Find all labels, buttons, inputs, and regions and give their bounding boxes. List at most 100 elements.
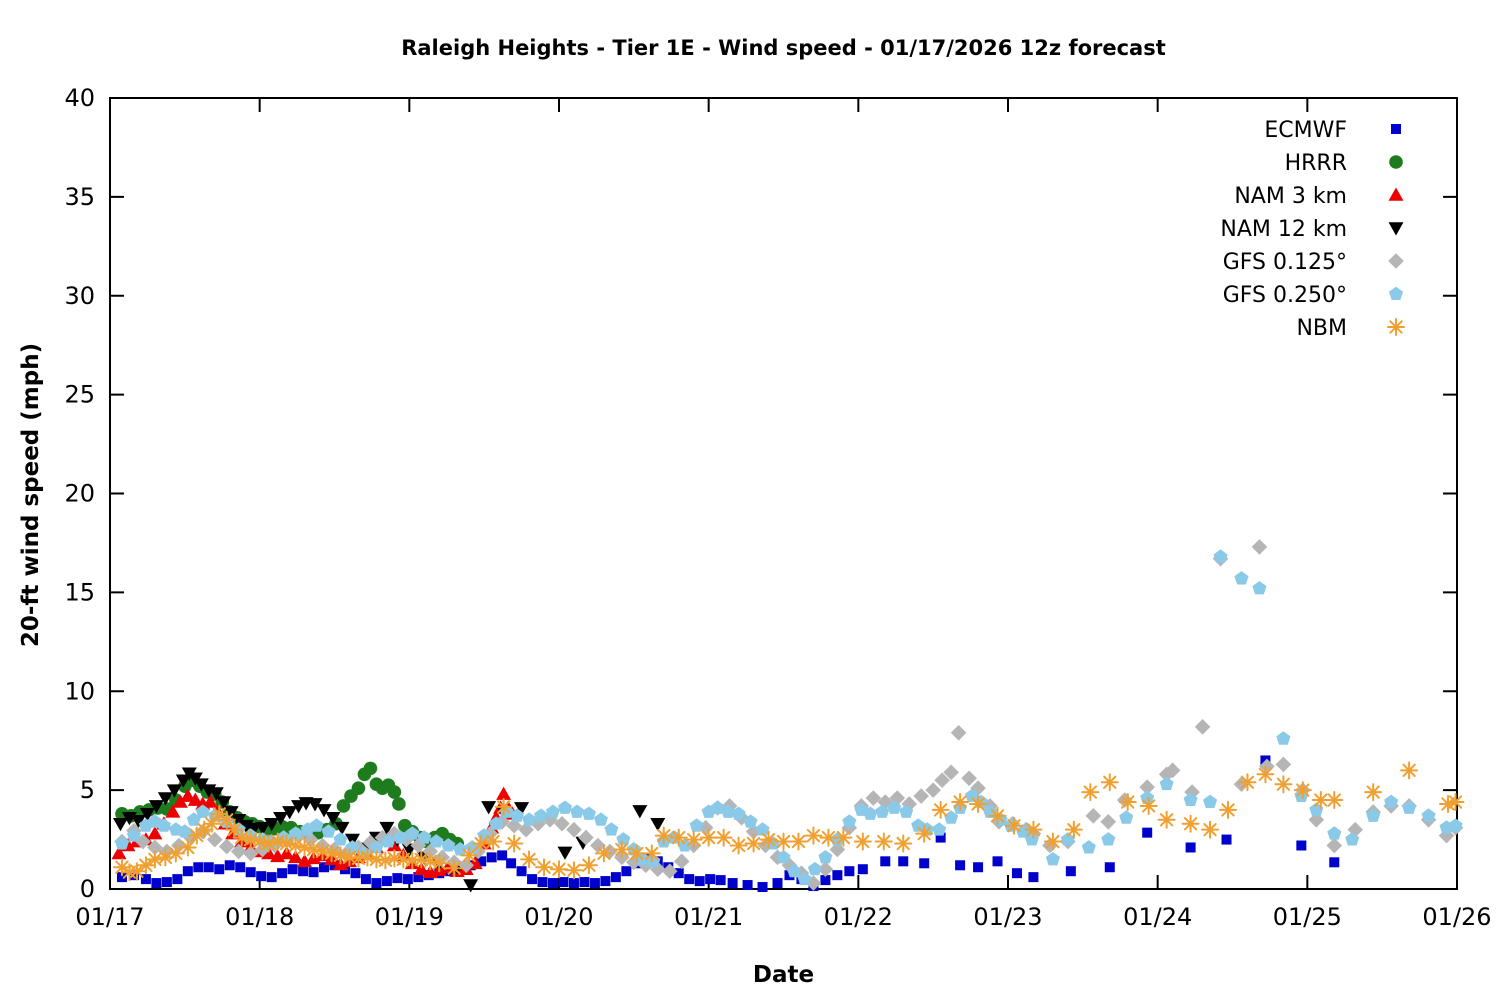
point-ecmwf	[486, 852, 497, 863]
point-gfs-0-250	[1384, 794, 1399, 808]
point-gfs-0-250	[1119, 810, 1134, 824]
point-gfs-0-125	[566, 821, 582, 838]
y-tick-label: 5	[80, 776, 95, 804]
legend-marker-nam-12-km	[1388, 222, 1404, 236]
point-gfs-0-250	[195, 804, 210, 818]
y-tick-label: 40	[64, 84, 95, 112]
legend-marker-ecmwf	[1391, 124, 1401, 134]
point-ecmwf	[413, 872, 424, 883]
legend-marker-gfs-0-125	[1388, 253, 1404, 269]
point-ecmwf	[371, 878, 382, 889]
point-nbm	[744, 834, 763, 853]
point-nbm	[1100, 773, 1119, 792]
point-gfs-0-125	[661, 863, 678, 880]
point-nbm	[1219, 800, 1238, 819]
point-nbm	[1446, 792, 1465, 811]
point-ecmwf	[568, 878, 579, 889]
point-nam-12-km	[273, 812, 289, 826]
point-nam-12-km	[632, 805, 648, 819]
legend-label-hrrr: HRRR	[1285, 151, 1347, 176]
point-gfs-0-125	[171, 837, 187, 854]
point-nam-12-km	[175, 774, 191, 788]
point-nam-3-km	[111, 845, 127, 860]
legend-label-nam-12-km: NAM 12 km	[1220, 217, 1347, 242]
point-nbm	[988, 806, 1007, 825]
point-gfs-0-125	[697, 819, 714, 836]
point-ecmwf	[203, 862, 214, 873]
point-ecmwf	[392, 873, 403, 884]
point-gfs-0-250	[321, 824, 336, 838]
point-nbm	[1238, 773, 1257, 792]
y-tick-label: 0	[80, 875, 95, 903]
point-nam-12-km	[246, 822, 262, 837]
point-ecmwf	[497, 850, 508, 861]
point-nbm	[484, 832, 503, 851]
legend-label-gfs-0-125: GFS 0.125°	[1223, 250, 1347, 275]
point-ecmwf	[287, 864, 298, 875]
point-nbm	[579, 856, 598, 875]
point-nbm	[1024, 820, 1043, 839]
point-nbm	[195, 820, 214, 839]
point-gfs-0-250	[1081, 840, 1096, 854]
point-hrrr	[336, 799, 351, 813]
point-gfs-0-250	[797, 871, 812, 886]
point-ecmwf	[182, 866, 193, 877]
point-nbm	[951, 792, 970, 811]
point-gfs-0-250	[689, 818, 704, 832]
x-tick-label: 01/21	[674, 903, 743, 931]
point-gfs-0-250	[381, 834, 396, 848]
point-gfs-0-125	[230, 843, 247, 860]
point-nam-12-km	[264, 817, 280, 832]
point-gfs-0-250	[1252, 581, 1267, 595]
point-ecmwf	[610, 872, 621, 883]
point-gfs-0-250	[710, 800, 725, 814]
point-gfs-0-125	[877, 794, 894, 810]
point-gfs-0-250	[441, 838, 456, 852]
point-nbm	[1293, 781, 1312, 800]
point-gfs-0-250	[1213, 549, 1228, 563]
x-tick-label: 01/18	[225, 903, 294, 931]
x-tick-label: 01/25	[1273, 903, 1342, 931]
point-gfs-0-250	[522, 812, 537, 826]
point-ecmwf	[1221, 834, 1232, 845]
point-nam-3-km	[288, 849, 304, 864]
point-ecmwf	[715, 875, 726, 886]
point-ecmwf	[193, 862, 204, 873]
point-nbm	[1118, 792, 1137, 811]
point-gfs-0-250	[887, 800, 902, 814]
point-gfs-0-250	[557, 800, 573, 814]
point-gfs-0-250	[1366, 808, 1381, 822]
point-gfs-0-125	[934, 772, 950, 789]
point-nbm	[714, 828, 733, 847]
legend-marker-nbm	[1387, 318, 1405, 336]
point-ecmwf	[558, 877, 569, 888]
point-nbm	[669, 828, 688, 847]
point-nam-12-km	[255, 821, 271, 836]
point-gfs-0-250	[1045, 851, 1060, 866]
x-tick-label: 01/23	[973, 903, 1042, 931]
point-ecmwf	[277, 868, 288, 879]
point-nbm	[915, 824, 934, 843]
point-ecmwf	[151, 878, 162, 889]
point-gfs-0-250	[1421, 808, 1436, 822]
point-gfs-0-250	[755, 822, 770, 836]
point-ecmwf	[172, 874, 183, 885]
point-gfs-0-125	[757, 837, 774, 854]
point-nbm	[322, 844, 341, 863]
point-hrrr	[392, 797, 406, 811]
point-ecmwf	[516, 866, 527, 877]
point-gfs-0-250	[616, 832, 631, 846]
point-nbm	[819, 828, 838, 847]
point-ecmwf	[757, 882, 768, 893]
point-gfs-0-125	[1139, 779, 1155, 795]
point-nam-3-km	[202, 794, 218, 808]
point-gfs-0-250	[417, 830, 432, 844]
point-gfs-0-250	[581, 806, 596, 820]
point-gfs-0-125	[817, 861, 834, 878]
point-nbm	[804, 826, 823, 845]
point-gfs-0-250	[743, 814, 758, 828]
point-gfs-0-125	[673, 853, 690, 870]
point-nbm	[1157, 810, 1176, 829]
point-ecmwf	[673, 868, 684, 879]
